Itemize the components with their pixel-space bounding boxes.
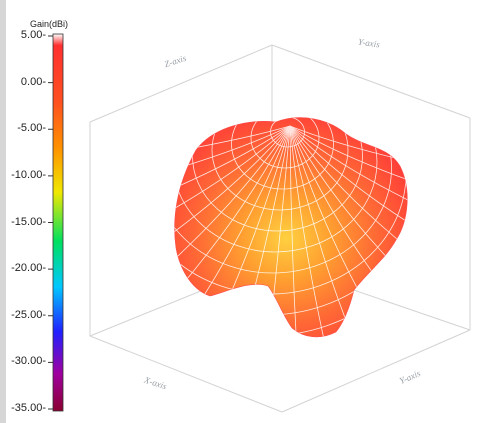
lobe-meridian xyxy=(174,125,291,295)
colorbar-tick-label: -15.00- xyxy=(11,215,46,228)
lobe-meridian xyxy=(289,125,408,253)
lobe-meridian xyxy=(289,125,408,337)
colorbar-title: Gain(dBi) xyxy=(30,19,69,29)
lobe-meridian xyxy=(228,125,291,337)
lobe-parallel xyxy=(250,117,320,169)
lobe-meridian xyxy=(289,125,369,337)
colorbar-tick-label: -10.00- xyxy=(11,168,46,181)
colorbar-tick-label: -5.00- xyxy=(17,122,46,135)
colorbar xyxy=(48,33,64,412)
lobe-meridian xyxy=(289,125,408,282)
lobe-meridian xyxy=(289,125,408,330)
colorbar-ticks xyxy=(48,35,53,410)
lobe-meridian xyxy=(174,125,291,268)
colorbar-tick-label: -20.00- xyxy=(11,262,46,275)
lobe-meridian xyxy=(289,125,300,337)
colorbar-tick-label: 0.00- xyxy=(20,75,46,88)
left-edge-bar xyxy=(0,0,6,423)
colorbar-tick-label: -30.00- xyxy=(11,355,46,368)
lobe-meridian xyxy=(195,125,291,337)
lobe-parallel xyxy=(211,117,349,211)
lobe-parallel xyxy=(174,117,378,253)
radiation-lobe xyxy=(174,117,408,338)
colorbar-tick-label: -35.00- xyxy=(11,402,46,414)
lobe-parallel xyxy=(270,117,305,148)
colorbar-gradient xyxy=(52,33,64,412)
lobe-meridian xyxy=(174,125,291,337)
lobe-meridian xyxy=(174,125,291,239)
lobe-meridian xyxy=(289,125,335,337)
colorbar-tick-label: -25.00- xyxy=(11,308,46,321)
lobe-parallel xyxy=(174,117,392,274)
lobe-meridian xyxy=(174,125,291,319)
lobe-meridian xyxy=(289,125,408,307)
lobe-parallel xyxy=(231,117,334,190)
lobe-meridian xyxy=(289,125,408,223)
colorbar-tick-label: 5.00- xyxy=(20,29,46,41)
lobe-surface xyxy=(174,117,408,338)
lobe-meridian xyxy=(263,125,291,337)
lobe-grid xyxy=(174,117,408,337)
